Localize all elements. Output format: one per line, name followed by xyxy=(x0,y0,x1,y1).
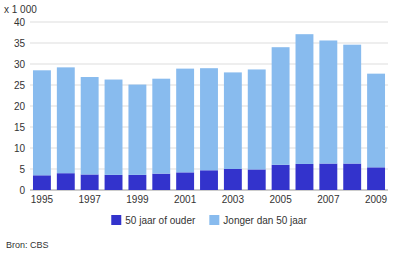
bar-segment xyxy=(343,45,361,164)
grid xyxy=(30,22,388,190)
bar-segment xyxy=(57,67,75,173)
bar-segment xyxy=(33,175,51,190)
y-tick-label: 25 xyxy=(14,80,26,91)
legend-label: 50 jaar of ouder xyxy=(125,215,196,226)
x-tick-label: 2003 xyxy=(222,194,245,205)
bar-segment xyxy=(367,167,385,190)
bar-segment xyxy=(296,34,314,164)
y-tick-label: 10 xyxy=(14,143,26,154)
bar-segment xyxy=(248,169,266,190)
bar-segment xyxy=(128,85,146,175)
bar-segment xyxy=(224,72,242,169)
bar-segment xyxy=(105,175,123,190)
x-tick-label: 2009 xyxy=(365,194,388,205)
chart-container: 0 5 10 15 20 25 30 35 40 x 1 000 1995 1997 1999 2001 2… xyxy=(0,0,396,254)
y-tick-label: 15 xyxy=(14,122,26,133)
bar-segment xyxy=(272,165,290,190)
x-tick-label: 1999 xyxy=(126,194,149,205)
x-tick-label: 2007 xyxy=(317,194,340,205)
source-note: Bron: CBS xyxy=(6,240,49,250)
bar-segment xyxy=(33,70,51,175)
bar-segment xyxy=(272,47,290,165)
bar-segment xyxy=(57,173,75,190)
x-tick-label: 2005 xyxy=(269,194,292,205)
bars xyxy=(33,34,385,190)
bar-segment xyxy=(319,40,337,163)
bar-segment xyxy=(128,175,146,190)
y-tick-label: 5 xyxy=(19,164,25,175)
legend-swatch xyxy=(111,215,121,225)
bar-segment xyxy=(176,69,194,173)
y-tick-label: 0 xyxy=(19,185,25,196)
y-tick-label: 35 xyxy=(14,38,26,49)
bar-segment xyxy=(152,174,170,190)
bar-segment xyxy=(296,164,314,190)
y-tick-label: 30 xyxy=(14,59,26,70)
bar-segment xyxy=(200,170,218,190)
bar-segment xyxy=(105,80,123,175)
x-tick-label: 1997 xyxy=(79,194,102,205)
legend-swatch xyxy=(209,215,219,225)
bar-segment xyxy=(81,77,99,174)
bar-segment xyxy=(224,169,242,190)
bar-segment xyxy=(319,164,337,190)
y-axis-label: x 1 000 xyxy=(4,4,37,15)
legend: 50 jaar of ouder Jonger dan 50 jaar xyxy=(111,215,307,226)
bar-segment xyxy=(152,79,170,174)
x-tick-label: 2001 xyxy=(174,194,197,205)
chart-svg: 0 5 10 15 20 25 30 35 40 x 1 000 1995 1997 1999 2001 2… xyxy=(0,0,396,254)
bar-segment xyxy=(367,74,385,168)
legend-label: Jonger dan 50 jaar xyxy=(223,215,307,226)
x-tick-label: 1995 xyxy=(31,194,54,205)
bar-segment xyxy=(176,172,194,190)
bar-segment xyxy=(343,164,361,190)
y-tick-label: 40 xyxy=(14,17,26,28)
grid-line xyxy=(30,22,388,23)
bar-segment xyxy=(200,68,218,170)
bar-segment xyxy=(81,174,99,190)
y-tick-label: 20 xyxy=(14,101,26,112)
bar-segment xyxy=(248,69,266,169)
